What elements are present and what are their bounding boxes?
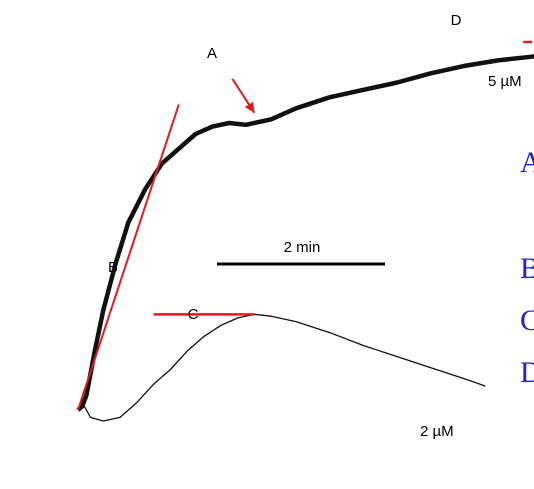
side-text-list: A B C D: [520, 146, 534, 389]
tangent-line-b: [77, 104, 180, 411]
annotation-lines: [77, 40, 532, 411]
label-c: C: [188, 306, 199, 323]
series-label-5uM: 5 µM: [488, 73, 522, 90]
annotation-labels: A B C D 5 µM 2 µM: [108, 12, 522, 440]
label-a: A: [207, 45, 217, 62]
arrow-a-head: [244, 101, 255, 113]
traces-layer: [76, 54, 534, 422]
scale-bar-label: 2 min: [284, 239, 321, 256]
scale-bar: 2 min: [217, 239, 385, 266]
side-text-d: D: [520, 356, 534, 389]
side-text-a: A: [520, 146, 534, 179]
trace-5uM: [76, 54, 534, 412]
side-text-c: C: [520, 304, 534, 337]
side-text-b: B: [520, 252, 534, 285]
trace-2uM: [77, 313, 486, 422]
label-d: D: [451, 12, 462, 29]
label-b: B: [108, 259, 118, 276]
series-label-2uM: 2 µM: [420, 423, 454, 440]
